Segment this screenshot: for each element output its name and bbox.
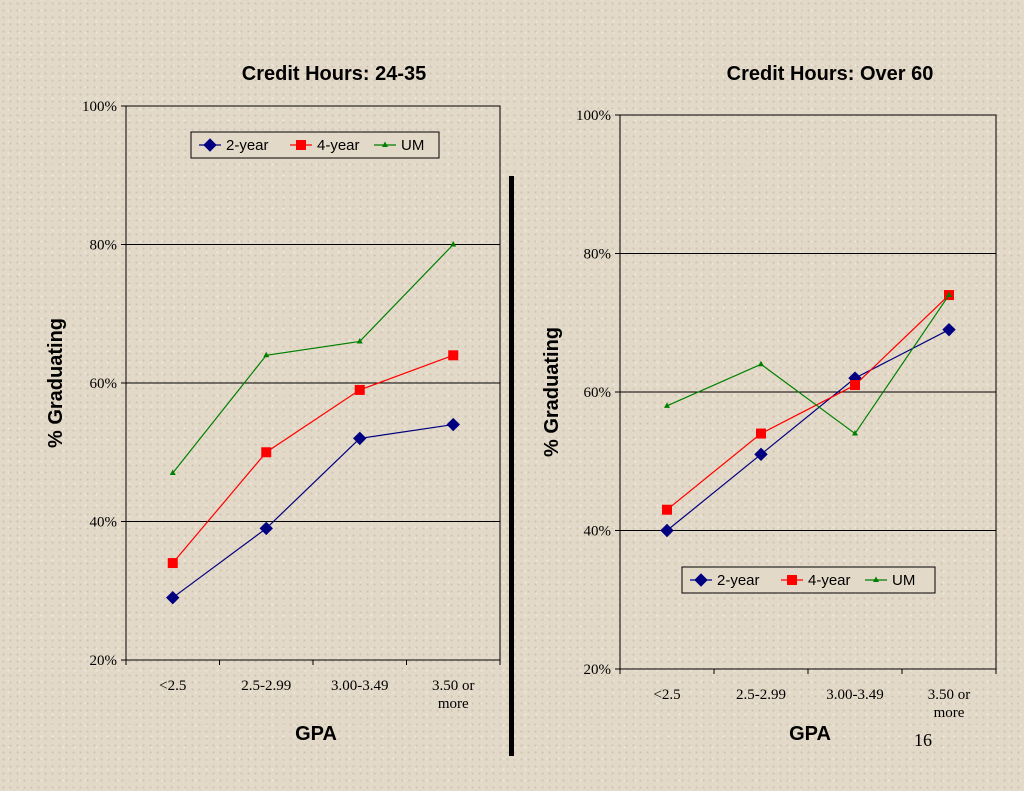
x-axis-title: GPA xyxy=(295,723,337,745)
y-tick-label: 60% xyxy=(90,376,118,392)
legend-label: 4-year xyxy=(808,572,851,589)
data-point xyxy=(756,428,766,439)
x-tick-label: <2.5 xyxy=(159,678,186,694)
series-line xyxy=(666,329,950,531)
data-point xyxy=(754,447,768,462)
y-axis: 20% 40% 60% 80% 100% xyxy=(576,108,620,678)
chart-title: Credit Hours: Over 60 xyxy=(727,63,934,85)
y-tick-label: 100% xyxy=(82,99,117,115)
data-point xyxy=(354,384,365,395)
data-point xyxy=(662,504,672,515)
legend: 2-year 4-year UM xyxy=(681,566,936,594)
y-tick-label: 100% xyxy=(576,108,611,124)
gridlines xyxy=(620,253,996,531)
legend-label: 2-year xyxy=(226,137,269,154)
y-axis: 20% 40% 60% 80% 100% xyxy=(82,99,126,669)
data-point xyxy=(166,590,180,605)
data-point xyxy=(946,291,952,298)
legend-marker xyxy=(787,575,797,585)
y-tick-label: 40% xyxy=(584,524,612,540)
y-tick-label: 20% xyxy=(90,653,118,669)
page-number: 16 xyxy=(914,730,932,750)
series-line xyxy=(172,423,454,599)
legend-item-4-year: 4-year xyxy=(781,572,851,589)
x-axis-title: GPA xyxy=(789,723,831,745)
x-tick-label: 2.5-2.99 xyxy=(736,687,786,703)
series-4-year xyxy=(167,350,459,569)
legend-item-4-year: 4-year xyxy=(290,137,360,154)
x-tick-label: 3.00-3.49 xyxy=(331,678,389,694)
chart-credit-hours-over-60: 20% 40% 60% 80% 100% <2.5 2.5-2.99 3.00-3.49 3.5… xyxy=(541,63,997,745)
data-point xyxy=(664,402,670,408)
series-4-year xyxy=(662,290,954,515)
legend-label: UM xyxy=(401,137,424,154)
data-point xyxy=(353,431,367,446)
legend-marker xyxy=(296,140,306,150)
legend-box xyxy=(190,131,440,159)
data-point xyxy=(852,430,858,436)
legend: 2-year 4-year UM xyxy=(190,131,440,159)
x-axis: <2.5 2.5-2.99 3.00-3.49 3.50 or more xyxy=(619,669,997,721)
data-point xyxy=(167,558,178,569)
chart-title: Credit Hours: 24-35 xyxy=(242,63,427,85)
y-tick-label: 80% xyxy=(90,238,118,254)
x-tick-label: <2.5 xyxy=(653,687,680,703)
y-tick-label: 80% xyxy=(584,247,612,263)
series-um xyxy=(664,291,952,436)
y-tick-label: 20% xyxy=(584,662,612,678)
series-um xyxy=(169,241,457,476)
data-point xyxy=(448,350,459,361)
gridlines xyxy=(126,244,500,522)
x-tick-label: 3.00-3.49 xyxy=(826,687,884,703)
series-line xyxy=(172,354,454,564)
x-tick-label: 2.5-2.99 xyxy=(241,678,291,694)
data-point xyxy=(169,469,176,476)
data-point xyxy=(261,447,272,458)
series-line xyxy=(666,294,950,511)
legend-marker xyxy=(382,141,388,147)
legend-item-um: UM xyxy=(374,137,424,154)
data-point xyxy=(259,521,273,536)
series-line xyxy=(172,244,454,474)
x-tick-label: 3.50 or more xyxy=(432,678,475,712)
y-tick-label: 40% xyxy=(90,515,118,531)
series-line xyxy=(666,294,950,435)
divider-line xyxy=(509,176,514,756)
legend-item-um: UM xyxy=(865,572,915,589)
data-point xyxy=(850,380,860,391)
legend-marker xyxy=(873,576,879,582)
x-tick-label: 3.50 or more xyxy=(928,687,971,721)
data-point xyxy=(758,360,764,367)
y-axis-title: % Graduating xyxy=(541,327,563,457)
legend-marker xyxy=(203,138,217,152)
legend-box xyxy=(681,566,936,594)
data-point xyxy=(263,351,270,358)
data-point xyxy=(446,417,460,432)
legend-item-2-year: 2-year xyxy=(690,572,760,589)
legend-label: 4-year xyxy=(317,137,360,154)
legend-marker xyxy=(694,573,708,587)
legend-label: UM xyxy=(892,572,915,589)
legend-label: 2-year xyxy=(717,572,760,589)
chart-credit-hours-24-35: 20% 40% 60% 80% 100% <2.5 2.5-2.99 3.00-3.49 3.5… xyxy=(45,63,501,745)
series-2-year xyxy=(166,417,460,605)
data-point xyxy=(942,322,956,337)
x-axis: <2.5 2.5-2.99 3.00-3.49 3.50 or more xyxy=(125,660,501,712)
data-point xyxy=(660,523,674,538)
y-axis-title: % Graduating xyxy=(45,318,67,448)
legend-item-2-year: 2-year xyxy=(199,137,269,154)
series-2-year xyxy=(660,322,956,538)
data-point xyxy=(450,241,457,247)
y-tick-label: 60% xyxy=(584,385,612,401)
data-point xyxy=(356,337,363,344)
